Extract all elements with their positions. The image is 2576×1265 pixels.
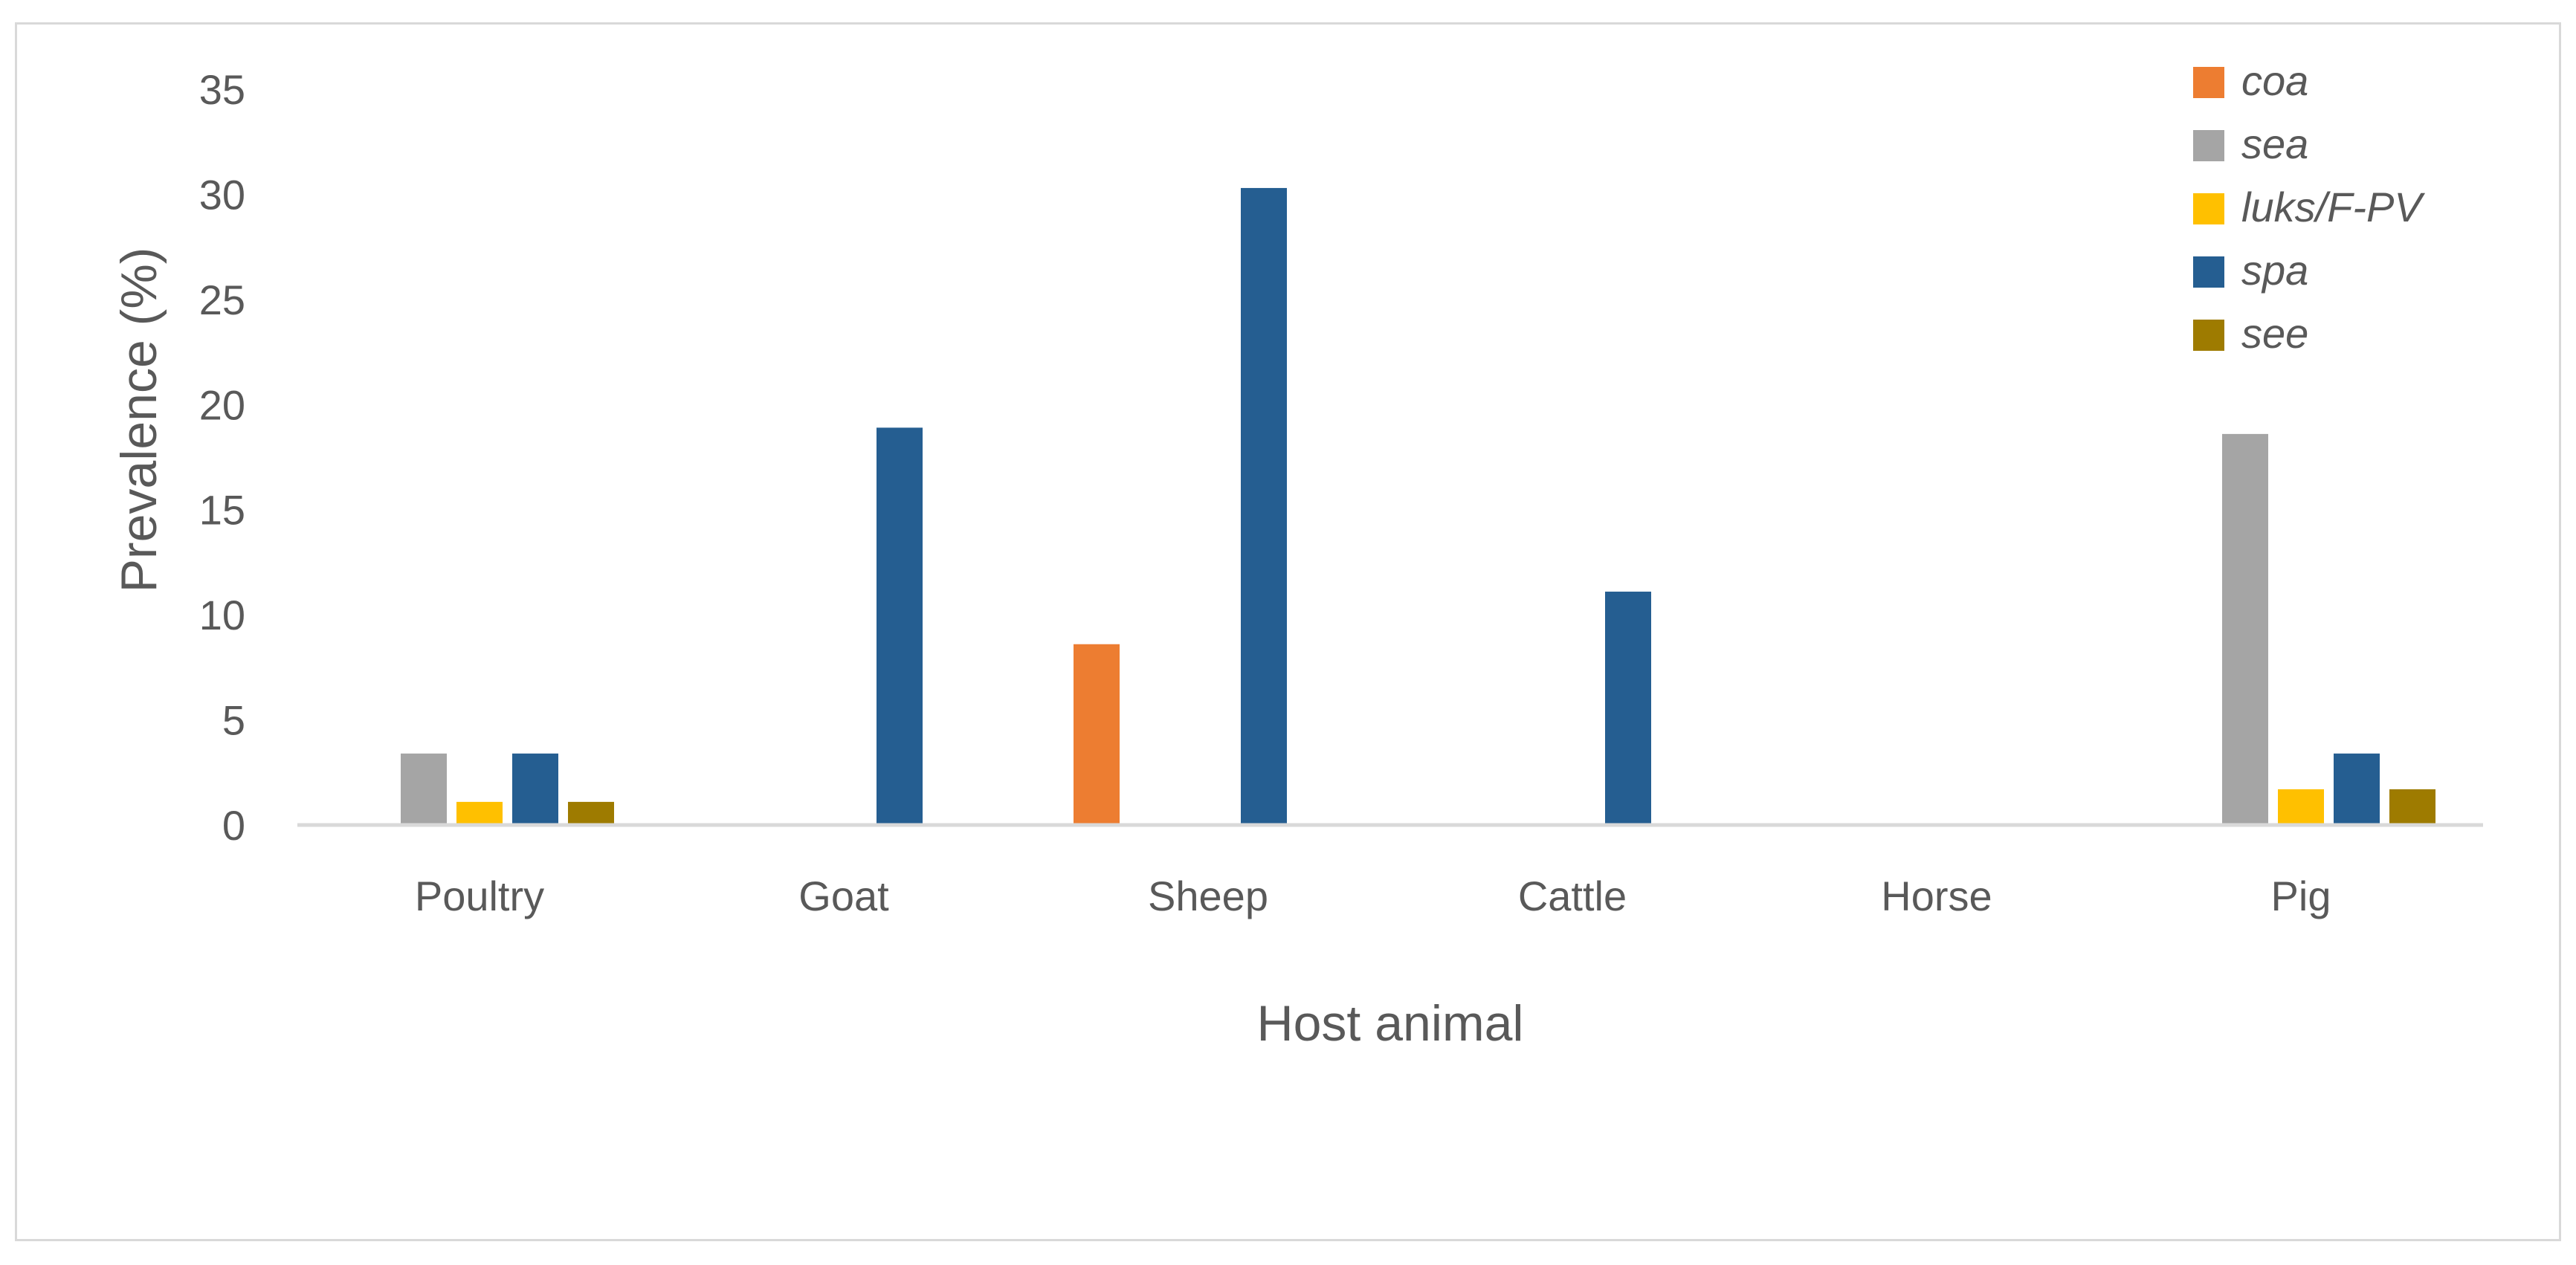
- x-axis-title: Host animal: [1256, 995, 1523, 1052]
- bar-spa-sheep: [1241, 187, 1287, 825]
- legend-swatch: [2193, 193, 2224, 224]
- x-tick-label: Sheep: [1148, 873, 1268, 919]
- legend: coa sea luks/F-PV spa see: [2193, 57, 2425, 357]
- legend-label: sea: [2241, 120, 2308, 167]
- x-axis-ticks: Poultry Goat Sheep Cattle Horse Pig: [415, 873, 2331, 919]
- legend-label: spa: [2241, 247, 2308, 294]
- legend-swatch: [2193, 256, 2224, 288]
- legend-swatch: [2193, 67, 2224, 98]
- bar-sea-poultry: [401, 753, 447, 825]
- legend-label: see: [2241, 310, 2308, 357]
- x-tick-label: Horse: [1881, 873, 1992, 919]
- y-tick-label: 10: [199, 592, 245, 638]
- x-tick-label: Pig: [2271, 873, 2331, 919]
- bar-spa-goat: [877, 427, 923, 825]
- bar-spa-poultry: [512, 753, 558, 825]
- y-tick-label: 15: [199, 487, 245, 534]
- bar-see-pig: [2389, 789, 2435, 825]
- chart-frame: [15, 22, 2561, 1241]
- y-tick-label: 5: [222, 697, 245, 744]
- bar-spa-pig: [2334, 753, 2380, 825]
- y-tick-label: 35: [199, 66, 245, 113]
- bar-see-poultry: [568, 801, 614, 825]
- bar-spa-cattle: [1605, 592, 1651, 825]
- bars: [401, 187, 2435, 825]
- legend-swatch: [2193, 130, 2224, 161]
- y-tick-label: 30: [199, 171, 245, 218]
- y-tick-label: 0: [222, 802, 245, 849]
- bar-sea-pig: [2222, 433, 2268, 825]
- x-tick-label: Poultry: [415, 873, 544, 919]
- y-tick-label: 20: [199, 381, 245, 428]
- legend-swatch: [2193, 320, 2224, 351]
- y-tick-label: 25: [199, 276, 245, 323]
- bar-luks-f-pv-pig: [2278, 789, 2324, 825]
- legend-label: luks/F-PV: [2241, 184, 2425, 230]
- x-tick-label: Goat: [798, 873, 889, 919]
- y-axis-ticks: 0 5 10 15 20 25 30 35: [199, 66, 245, 849]
- legend-label: coa: [2241, 57, 2308, 104]
- x-tick-label: Cattle: [1518, 873, 1627, 919]
- y-axis-title: Prevalence (%): [111, 248, 167, 593]
- bar-luks-f-pv-poultry: [456, 801, 503, 825]
- bar-coa-sheep: [1074, 644, 1120, 825]
